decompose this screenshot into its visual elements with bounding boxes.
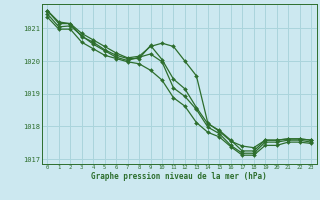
X-axis label: Graphe pression niveau de la mer (hPa): Graphe pression niveau de la mer (hPa) xyxy=(91,172,267,181)
